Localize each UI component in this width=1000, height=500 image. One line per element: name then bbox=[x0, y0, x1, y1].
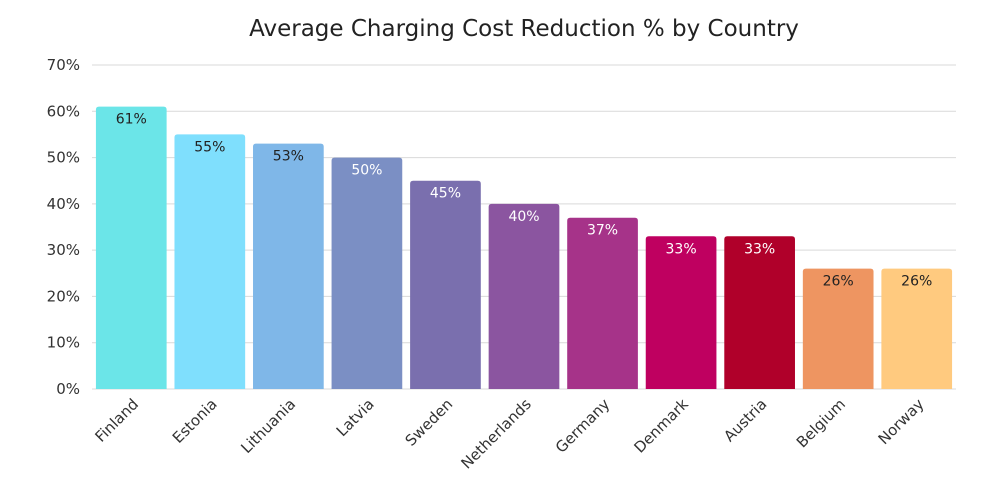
x-tick-label: Latvia bbox=[333, 395, 378, 440]
x-tick-label: Estonia bbox=[169, 395, 221, 447]
data-label: 53% bbox=[273, 149, 304, 165]
data-labels: 61% 55% 53% 50% 45% 40% 37% 33% 33% 26% 26% bbox=[116, 112, 933, 290]
x-tick-label: Netherlands bbox=[457, 395, 535, 473]
x-tick-label: Denmark bbox=[630, 395, 692, 457]
bars bbox=[95, 106, 953, 390]
x-tick-label: Austria bbox=[720, 395, 770, 445]
bar-finland bbox=[95, 106, 167, 390]
bar-germany bbox=[567, 217, 638, 389]
x-tick-label: Finland bbox=[91, 395, 142, 446]
data-label: 55% bbox=[194, 139, 225, 155]
x-tick-label: Lithuania bbox=[237, 395, 299, 457]
bar-latvia bbox=[331, 157, 403, 389]
data-label: 33% bbox=[666, 241, 697, 257]
y-tick-label: 70% bbox=[47, 56, 80, 74]
bar-sweden bbox=[410, 180, 481, 389]
bar-belgium bbox=[802, 268, 874, 389]
bar-estonia bbox=[174, 134, 246, 389]
data-label: 26% bbox=[823, 274, 854, 290]
y-axis-ticks: 0% 10% 20% 30% 40% 50% 60% 70% bbox=[47, 56, 80, 398]
x-tick-label: Norway bbox=[875, 395, 928, 448]
bar-netherlands bbox=[488, 203, 560, 389]
x-tick-label: Belgium bbox=[793, 395, 849, 451]
bar-austria bbox=[724, 236, 795, 389]
data-label: 37% bbox=[587, 223, 618, 239]
x-tick-label: Sweden bbox=[402, 395, 457, 450]
chart-title: Average Charging Cost Reduction % by Cou… bbox=[249, 16, 799, 42]
y-tick-label: 60% bbox=[47, 102, 80, 120]
data-label: 26% bbox=[901, 274, 932, 290]
y-tick-label: 10% bbox=[47, 334, 80, 352]
y-tick-label: 40% bbox=[47, 195, 80, 213]
y-tick-label: 30% bbox=[47, 241, 80, 259]
y-tick-label: 0% bbox=[56, 380, 80, 398]
x-tick-label: Germany bbox=[552, 395, 614, 457]
y-tick-label: 20% bbox=[47, 287, 80, 305]
data-label: 45% bbox=[430, 186, 461, 202]
data-label: 40% bbox=[508, 209, 539, 225]
x-axis-labels: Finland Estonia Lithuania Latvia Sweden Nethe… bbox=[91, 395, 927, 473]
y-tick-label: 50% bbox=[47, 149, 80, 167]
bar-lithuania bbox=[253, 143, 324, 389]
bar-norway bbox=[881, 268, 953, 389]
data-label: 33% bbox=[744, 241, 775, 257]
data-label: 50% bbox=[351, 163, 382, 179]
bar-denmark bbox=[645, 236, 717, 389]
data-label: 61% bbox=[116, 112, 147, 128]
